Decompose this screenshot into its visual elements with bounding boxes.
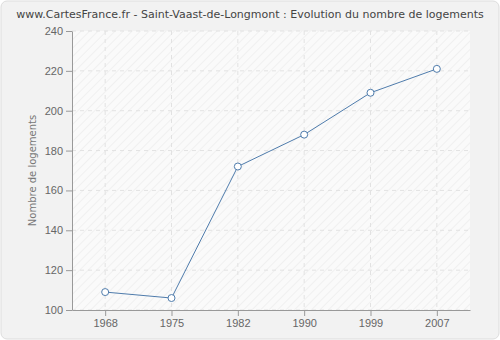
grid-line xyxy=(72,230,470,231)
tick-mark xyxy=(66,190,72,191)
tick-mark xyxy=(304,310,305,316)
tick: 140 xyxy=(45,224,72,236)
x-axis: 1968 1975 1982 1990 1999 2007 xyxy=(73,310,471,329)
tick-mark xyxy=(66,111,72,112)
marker xyxy=(102,289,109,296)
grid-line xyxy=(72,110,470,111)
tick-label: 1975 xyxy=(160,317,184,329)
background xyxy=(1,1,499,339)
grid-line xyxy=(370,31,371,310)
tick-label: 1982 xyxy=(226,317,250,329)
grid-line xyxy=(72,190,470,191)
grid-line xyxy=(171,31,172,310)
tick: 1990 xyxy=(292,310,316,329)
axis-line xyxy=(72,32,73,311)
marker xyxy=(168,295,175,302)
grid-line xyxy=(72,31,470,32)
tick: 1999 xyxy=(359,310,383,329)
tick-mark xyxy=(66,270,72,271)
marker xyxy=(367,89,374,96)
axis-line xyxy=(73,310,471,311)
series xyxy=(102,65,441,301)
tick: 160 xyxy=(45,184,72,196)
tick: 220 xyxy=(45,65,72,77)
tick-mark xyxy=(371,310,372,316)
tick-label: 2007 xyxy=(425,317,449,329)
tick-mark xyxy=(66,71,72,72)
marker xyxy=(234,163,241,170)
tick: 1968 xyxy=(93,310,117,329)
tick-label: 180 xyxy=(45,145,63,157)
tick: 180 xyxy=(45,145,72,157)
tick: 240 xyxy=(45,25,72,37)
grid-line xyxy=(72,70,470,71)
tick-mark xyxy=(238,310,239,316)
marker xyxy=(301,131,308,138)
tick-label: 160 xyxy=(45,184,63,196)
chart: www.CartesFrance.fr - Saint-Vaast-de-Lon… xyxy=(0,0,500,340)
grid-line xyxy=(304,31,305,310)
title: www.CartesFrance.fr - Saint-Vaast-de-Lon… xyxy=(16,8,484,21)
tick-label: 100 xyxy=(45,304,63,316)
grid-line xyxy=(72,310,470,311)
tick-label: 220 xyxy=(45,65,63,77)
tick-label: 200 xyxy=(45,105,63,117)
tick-mark xyxy=(66,310,72,311)
tick: 1982 xyxy=(226,310,250,329)
tick-mark xyxy=(66,230,72,231)
line xyxy=(105,69,437,298)
tick-mark xyxy=(437,310,438,316)
axis-title: Nombre de logements xyxy=(27,115,38,226)
tick: 200 xyxy=(45,105,72,117)
y-axis: 100 120 140 160 180 200 220 240 xyxy=(45,25,73,316)
marker xyxy=(433,65,440,72)
tick-mark xyxy=(172,310,173,316)
tick: 2007 xyxy=(425,310,449,329)
tick-mark xyxy=(105,310,106,316)
grid-line xyxy=(105,31,106,310)
tick: 100 xyxy=(45,304,72,316)
grid-line xyxy=(72,270,470,271)
grid xyxy=(72,31,470,310)
tick: 1975 xyxy=(160,310,184,329)
tick-mark xyxy=(66,151,72,152)
tick-label: 1999 xyxy=(359,317,383,329)
plot-area xyxy=(72,31,470,310)
tick-label: 1968 xyxy=(93,317,117,329)
tick: 120 xyxy=(45,264,72,276)
tick-label: 1990 xyxy=(292,317,316,329)
tick-label: 140 xyxy=(45,224,63,236)
tick-mark xyxy=(66,31,72,32)
tick-label: 240 xyxy=(45,25,63,37)
tick-label: 120 xyxy=(45,264,63,276)
